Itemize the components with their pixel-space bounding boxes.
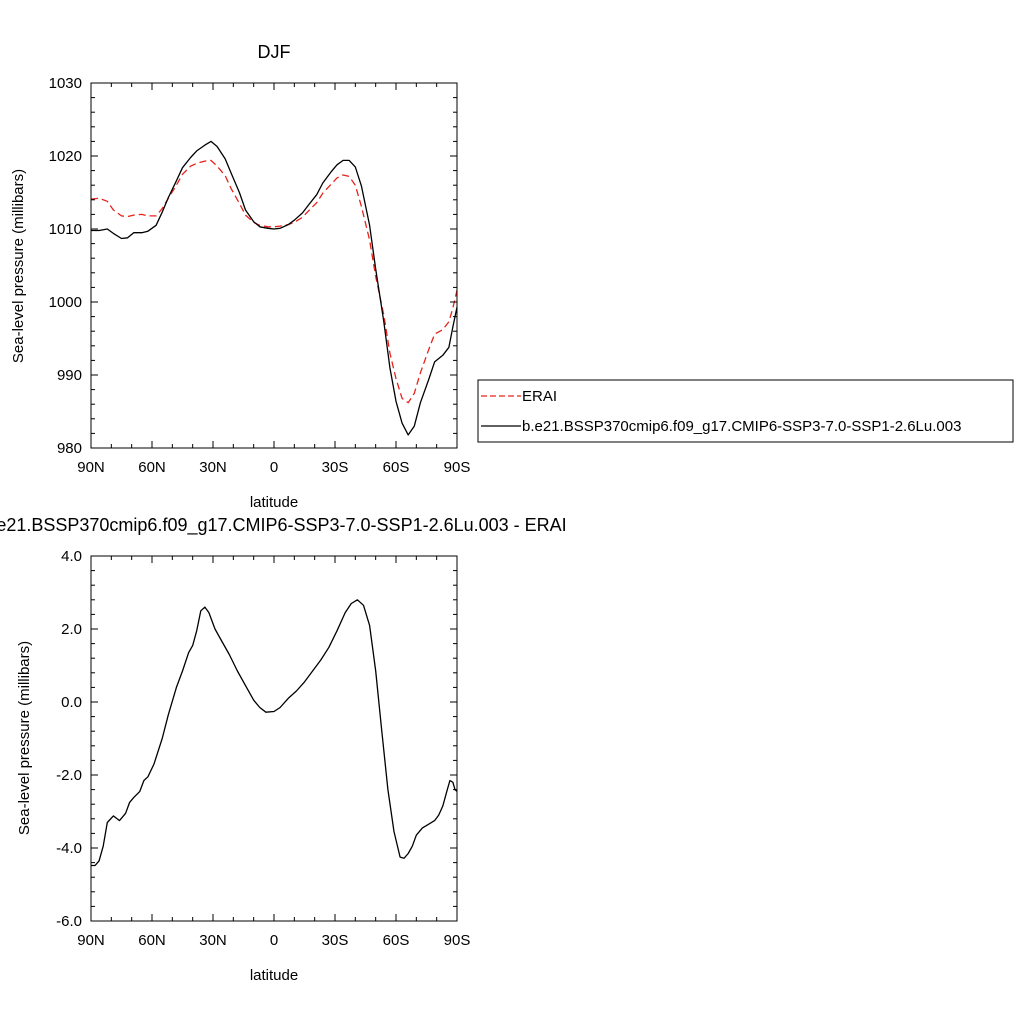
top-series-line-1 bbox=[90, 159, 458, 404]
top-y-tick-label: 1000 bbox=[49, 294, 82, 311]
bottom-x-tick-label: 60N bbox=[138, 932, 166, 949]
top-y-tick-label: 1020 bbox=[49, 148, 82, 165]
top-x-tick-label: 90S bbox=[444, 459, 471, 476]
top-y-tick-label: 1030 bbox=[49, 75, 82, 92]
bottom-y-tick-label: -4.0 bbox=[56, 840, 82, 857]
top-series-layer bbox=[90, 140, 458, 436]
top-x-tick-label: 60N bbox=[138, 459, 166, 476]
bottom-plot-frame bbox=[90, 555, 458, 922]
top-y-axis-label: Sea-level pressure (millibars) bbox=[10, 169, 27, 363]
bottom-x-axis: 90N 60N 30N 0 30S 60S 90S bbox=[77, 556, 470, 949]
bottom-x-tick-label: 60S bbox=[383, 932, 410, 949]
legend-label-model: b.e21.BSSP370cmip6.f09_g17.CMIP6-SSP3-7.… bbox=[522, 418, 961, 435]
top-series-line-2 bbox=[91, 140, 458, 436]
top-x-tick-label: 30S bbox=[322, 459, 349, 476]
bottom-series-line-1 bbox=[91, 599, 458, 867]
top-plot-frame bbox=[90, 82, 458, 449]
bottom-series-layer bbox=[91, 599, 458, 867]
bottom-y-tick-label: 0.0 bbox=[61, 694, 82, 711]
legend-box bbox=[477, 379, 1014, 443]
bottom-plot-title: b.e21.BSSP370cmip6.f09_g17.CMIP6-SSP3-7.… bbox=[0, 515, 567, 536]
bottom-x-axis-label: latitude bbox=[250, 967, 298, 984]
legend-label-erai: ERAI bbox=[522, 388, 557, 405]
bottom-x-tick-label: 0 bbox=[270, 932, 278, 949]
top-x-tick-label: 0 bbox=[270, 459, 278, 476]
bottom-x-tick-label: 90N bbox=[77, 932, 105, 949]
top-x-tick-label: 90N bbox=[77, 459, 105, 476]
top-y-tick-label: 990 bbox=[57, 367, 82, 384]
top-x-axis-label: latitude bbox=[250, 494, 298, 511]
top-y-axis: 980 990 1000 1010 1020 1030 bbox=[49, 75, 457, 457]
bottom-x-tick-label: 30N bbox=[199, 932, 227, 949]
bottom-y-tick-label: 2.0 bbox=[61, 621, 82, 638]
bottom-x-tick-label: 90S bbox=[444, 932, 471, 949]
bottom-y-tick-label: -6.0 bbox=[56, 913, 82, 930]
bottom-y-tick-label: 4.0 bbox=[61, 548, 82, 565]
bottom-x-tick-label: 30S bbox=[322, 932, 349, 949]
top-y-tick-label: 980 bbox=[57, 440, 82, 457]
top-y-tick-label: 1010 bbox=[49, 221, 82, 238]
top-x-axis: 90N 60N 30N 0 30S 60S 90S bbox=[77, 83, 470, 476]
panel-top: DJF 90N 60N 30N 0 30S 60S 90S 980 990 1000 1010 10… bbox=[10, 42, 470, 511]
top-plot-title: DJF bbox=[258, 42, 291, 62]
bottom-y-tick-label: -2.0 bbox=[56, 767, 82, 784]
legend: ERAI b.e21.BSSP370cmip6.f09_g17.CMIP6-SS… bbox=[477, 379, 1014, 443]
panel-bottom: b.e21.BSSP370cmip6.f09_g17.CMIP6-SSP3-7.… bbox=[0, 515, 567, 984]
bottom-y-axis-label: Sea-level pressure (millibars) bbox=[16, 641, 33, 835]
bottom-y-axis: -6.0 -4.0 -2.0 0.0 2.0 4.0 bbox=[56, 548, 457, 930]
top-x-tick-label: 60S bbox=[383, 459, 410, 476]
top-x-tick-label: 30N bbox=[199, 459, 227, 476]
